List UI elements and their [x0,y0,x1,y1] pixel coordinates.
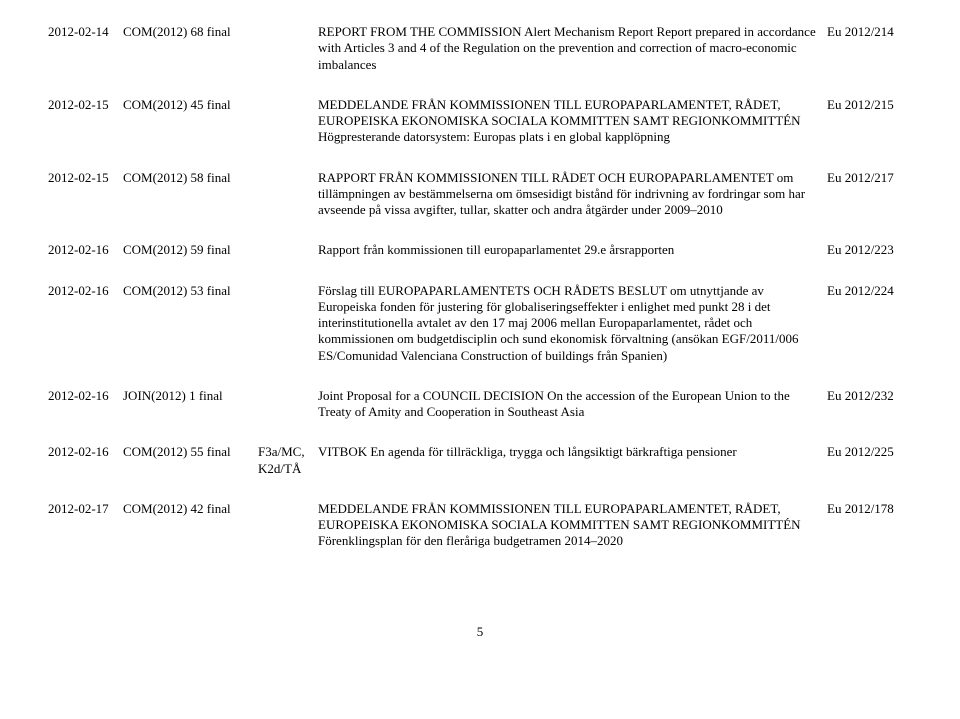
cell-title: Joint Proposal for a COUNCIL DECISION On… [318,388,827,445]
cell-date: 2012-02-16 [48,444,123,501]
cell-extra: F3a/MC, K2d/TÅ [258,444,318,501]
cell-eu: Eu 2012/225 [827,444,912,501]
cell-date: 2012-02-16 [48,283,123,388]
cell-eu: Eu 2012/217 [827,170,912,243]
cell-date: 2012-02-16 [48,242,123,282]
cell-eu: Eu 2012/214 [827,24,912,97]
cell-date: 2012-02-14 [48,24,123,97]
cell-reference: COM(2012) 59 final [123,242,258,282]
cell-date: 2012-02-15 [48,170,123,243]
table-row: 2012-02-17COM(2012) 42 final MEDDELANDE F… [48,501,912,574]
cell-reference: COM(2012) 68 final [123,24,258,97]
cell-extra [258,24,318,97]
cell-date: 2012-02-17 [48,501,123,574]
cell-extra [258,242,318,282]
cell-eu: Eu 2012/215 [827,97,912,170]
cell-eu: Eu 2012/178 [827,501,912,574]
cell-title: REPORT FROM THE COMMISSION Alert Mechani… [318,24,827,97]
table-row: 2012-02-16JOIN(2012) 1 final Joint Propos… [48,388,912,445]
document-table: 2012-02-14COM(2012) 68 final REPORT FROM … [48,24,912,574]
cell-title: MEDDELANDE FRÅN KOMMISSIONEN TILL EUROPA… [318,501,827,574]
cell-title: MEDDELANDE FRÅN KOMMISSIONEN TILL EUROPA… [318,97,827,170]
cell-reference: JOIN(2012) 1 final [123,388,258,445]
cell-date: 2012-02-15 [48,97,123,170]
cell-reference: COM(2012) 53 final [123,283,258,388]
cell-reference: COM(2012) 58 final [123,170,258,243]
cell-reference: COM(2012) 42 final [123,501,258,574]
cell-eu: Eu 2012/223 [827,242,912,282]
table-row: 2012-02-14COM(2012) 68 final REPORT FROM … [48,24,912,97]
cell-eu: Eu 2012/224 [827,283,912,388]
cell-reference: COM(2012) 45 final [123,97,258,170]
cell-date: 2012-02-16 [48,388,123,445]
cell-extra [258,170,318,243]
table-row: 2012-02-16COM(2012) 55 finalF3a/MC, K2d/… [48,444,912,501]
cell-extra [258,283,318,388]
table-row: 2012-02-15COM(2012) 58 final RAPPORT FRÅN… [48,170,912,243]
cell-eu: Eu 2012/232 [827,388,912,445]
cell-reference: COM(2012) 55 final [123,444,258,501]
cell-title: Rapport från kommissionen till europapar… [318,242,827,282]
table-row: 2012-02-16COM(2012) 53 final Förslag till… [48,283,912,388]
cell-title: VITBOK En agenda för tillräckliga, trygg… [318,444,827,501]
page-number: 5 [48,624,912,640]
cell-extra [258,501,318,574]
table-row: 2012-02-15COM(2012) 45 final MEDDELANDE F… [48,97,912,170]
cell-extra [258,97,318,170]
table-row: 2012-02-16COM(2012) 59 final Rapport från… [48,242,912,282]
cell-title: RAPPORT FRÅN KOMMISSIONEN TILL RÅDET OCH… [318,170,827,243]
cell-extra [258,388,318,445]
cell-title: Förslag till EUROPAPARLAMENTETS OCH RÅDE… [318,283,827,388]
